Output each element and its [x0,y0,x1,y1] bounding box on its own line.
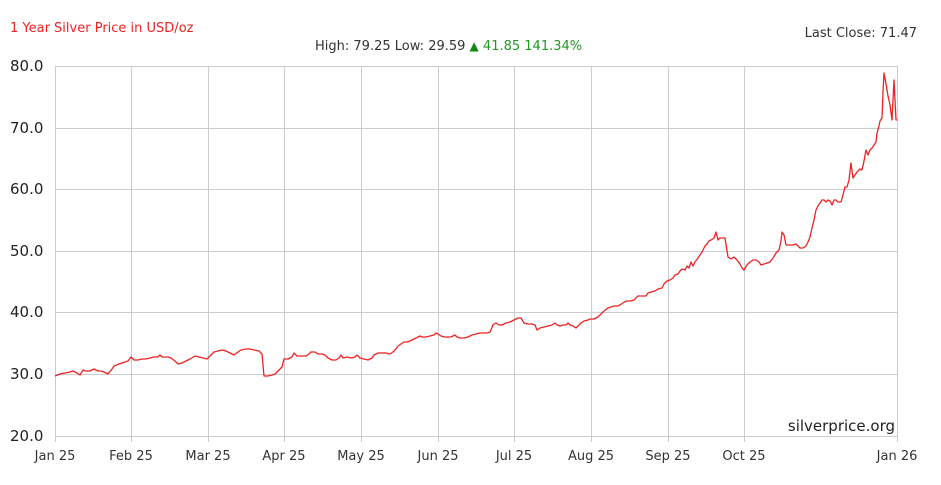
high-label: High: [315,39,350,54]
x-tick-label: Sep 25 [645,449,691,464]
x-tick-label: Feb 25 [109,449,153,464]
last-close-label: Last Close: [804,26,876,41]
x-tick-label: Jun 25 [417,449,459,464]
y-tick-label: 20.0 [10,427,44,445]
price-line [54,72,897,377]
last-close: Last Close: 71.47 [805,26,917,41]
chart-title: 1 Year Silver Price in USD/oz [10,21,194,36]
high-value: 79.25 [353,39,391,54]
grid-lines [55,66,898,442]
y-tick-label: 70.0 [10,119,44,137]
x-tick-label: May 25 [337,449,385,464]
y-tick-label: 50.0 [10,242,44,260]
change-value: 41.85 [482,39,521,54]
x-tick-label: Jul 25 [495,449,533,464]
up-arrow-icon: ▲ [469,39,479,53]
x-tick-label: Jan 25 [34,449,76,464]
y-tick-label: 60.0 [10,180,44,198]
x-tick-label: Aug 25 [567,449,615,464]
low-label: Low: [394,39,425,54]
low-value: 29.59 [428,39,466,54]
last-close-value: 71.47 [879,26,917,41]
x-tick-label: Apr 25 [262,449,306,464]
x-tick-label: Jan 26 [876,449,918,464]
y-tick-label: 30.0 [10,365,44,383]
x-tick-label: Mar 25 [185,449,231,464]
price-stats: High: 79.25 Low: 29.59 ▲ 41.85 141.34% [315,39,582,54]
y-tick-label: 80.0 [10,57,44,75]
x-tick-label: Oct 25 [722,449,766,464]
watermark: silverprice.org [787,417,895,435]
change-percent: 141.34% [524,39,583,54]
y-tick-label: 40.0 [10,303,44,321]
